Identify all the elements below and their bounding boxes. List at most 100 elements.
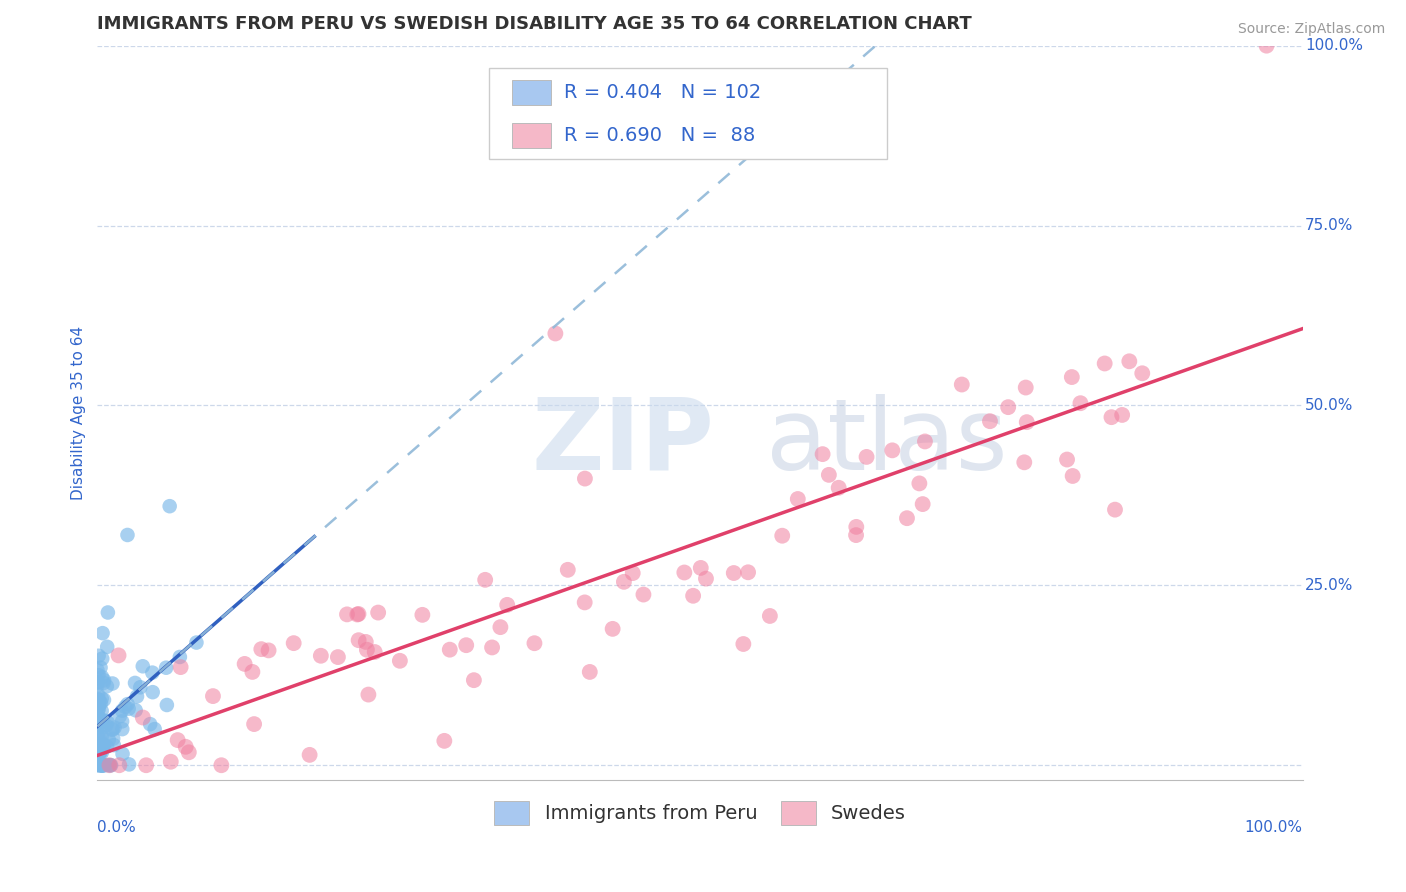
Point: [86, 712, 108, 726]
Point: [103, 738, 125, 752]
Point: [523, 636, 546, 650]
Point: [997, 400, 1019, 414]
Point: [86, 752, 108, 766]
Point: [90, 704, 112, 718]
Text: 100.0%: 100.0%: [1305, 38, 1362, 54]
Point: [86, 737, 108, 751]
Point: [159, 755, 181, 769]
Point: [90, 758, 112, 772]
Point: [621, 566, 644, 581]
Point: [90, 758, 112, 772]
Point: [326, 650, 349, 665]
Point: [91, 713, 114, 727]
Point: [1014, 455, 1036, 469]
Point: [86, 715, 108, 730]
Y-axis label: Disability Age 35 to 64: Disability Age 35 to 64: [72, 326, 86, 500]
Point: [117, 528, 139, 542]
Text: atlas: atlas: [766, 393, 1008, 491]
Point: [93, 693, 115, 707]
Point: [613, 574, 636, 589]
Point: [86, 675, 108, 690]
Point: [759, 609, 782, 624]
Point: [89, 758, 111, 772]
Point: [689, 561, 711, 575]
Point: [93, 673, 115, 688]
Point: [89, 758, 111, 772]
Point: [347, 633, 370, 648]
Point: [91, 741, 114, 756]
Point: [695, 572, 717, 586]
Point: [166, 733, 188, 747]
Text: 100.0%: 100.0%: [1244, 820, 1303, 835]
Text: 25.0%: 25.0%: [1305, 578, 1354, 593]
Point: [101, 731, 124, 746]
Point: [100, 758, 122, 772]
Text: 75.0%: 75.0%: [1305, 218, 1354, 233]
Point: [89, 716, 111, 731]
Point: [103, 721, 125, 735]
Point: [336, 607, 359, 622]
Point: [489, 620, 512, 634]
Point: [87, 703, 110, 717]
Point: [257, 643, 280, 657]
Point: [828, 481, 851, 495]
FancyBboxPatch shape: [512, 80, 551, 105]
Point: [309, 648, 332, 663]
Point: [97, 606, 120, 620]
Point: [733, 637, 755, 651]
Point: [98, 758, 121, 772]
Text: 0.0%: 0.0%: [97, 820, 136, 835]
Point: [914, 434, 936, 449]
Point: [723, 566, 745, 580]
Point: [1069, 396, 1091, 410]
Point: [86, 741, 108, 756]
Point: [169, 660, 191, 674]
Text: Source: ZipAtlas.com: Source: ZipAtlas.com: [1237, 22, 1385, 37]
Point: [354, 635, 377, 649]
Point: [86, 727, 108, 741]
Point: [98, 758, 121, 772]
Point: [1015, 380, 1038, 394]
Point: [1015, 415, 1038, 429]
Point: [91, 651, 114, 665]
Point: [155, 661, 177, 675]
Point: [89, 698, 111, 713]
Point: [87, 695, 110, 709]
Point: [786, 491, 808, 506]
Point: [87, 731, 110, 745]
Text: R = 0.690   N =  88: R = 0.690 N = 88: [564, 126, 755, 145]
Point: [845, 528, 868, 542]
Point: [1256, 38, 1278, 53]
Point: [346, 607, 368, 622]
Point: [283, 636, 305, 650]
Point: [87, 695, 110, 709]
Point: [90, 758, 112, 772]
Point: [111, 722, 134, 736]
Point: [91, 626, 114, 640]
Point: [86, 678, 108, 692]
Point: [578, 665, 600, 679]
Point: [89, 745, 111, 759]
Point: [111, 714, 134, 729]
Point: [682, 589, 704, 603]
Point: [209, 758, 232, 772]
Point: [124, 703, 146, 717]
Point: [90, 758, 112, 772]
Point: [496, 598, 519, 612]
Point: [125, 690, 148, 704]
Point: [557, 563, 579, 577]
Point: [89, 729, 111, 743]
Point: [142, 685, 165, 699]
Text: 50.0%: 50.0%: [1305, 398, 1354, 413]
Point: [347, 607, 370, 621]
Point: [129, 680, 152, 694]
Point: [250, 642, 273, 657]
Point: [186, 635, 208, 649]
Point: [93, 758, 115, 772]
Point: [132, 710, 155, 724]
Point: [1056, 452, 1078, 467]
Point: [107, 648, 129, 663]
Point: [101, 722, 124, 736]
Text: IMMIGRANTS FROM PERU VS SWEDISH DISABILITY AGE 35 TO 64 CORRELATION CHART: IMMIGRANTS FROM PERU VS SWEDISH DISABILI…: [97, 15, 972, 33]
Point: [96, 679, 118, 693]
